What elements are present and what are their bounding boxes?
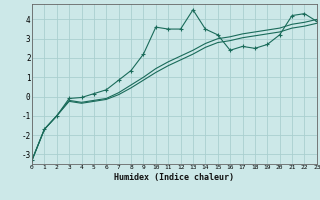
X-axis label: Humidex (Indice chaleur): Humidex (Indice chaleur) bbox=[115, 173, 234, 182]
